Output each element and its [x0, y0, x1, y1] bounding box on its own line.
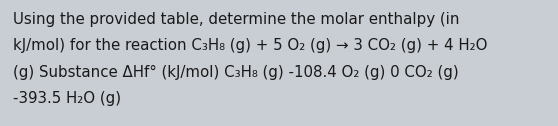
Text: Using the provided table, determine the molar enthalpy (in: Using the provided table, determine the …	[13, 12, 459, 27]
Text: kJ/mol) for the reaction C₃H₈ (g) + 5 O₂ (g) → 3 CO₂ (g) + 4 H₂O: kJ/mol) for the reaction C₃H₈ (g) + 5 O₂…	[13, 39, 488, 54]
Text: (g) Substance ΔHf° (kJ/mol) C₃H₈ (g) -108.4 O₂ (g) 0 CO₂ (g): (g) Substance ΔHf° (kJ/mol) C₃H₈ (g) -10…	[13, 65, 459, 80]
Text: -393.5 H₂O (g): -393.5 H₂O (g)	[13, 91, 121, 106]
